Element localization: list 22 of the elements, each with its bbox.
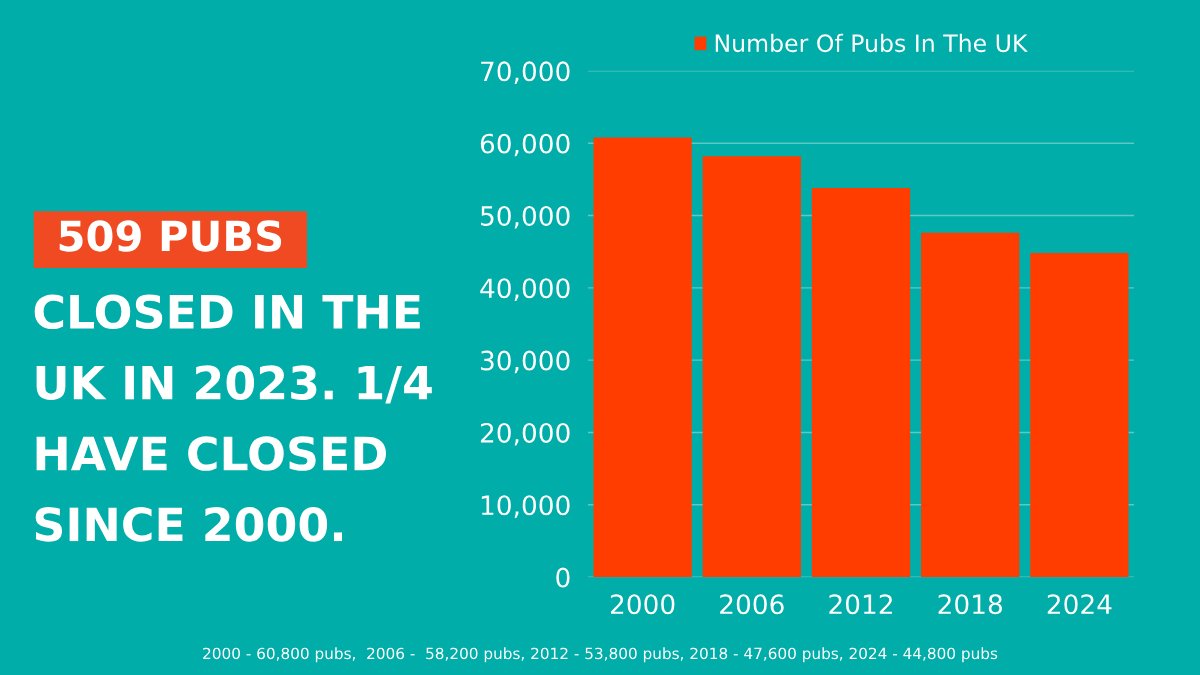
bar (811, 188, 911, 578)
x-tick-label: 2000 (610, 594, 675, 615)
x-tick-label: 2012 (829, 594, 892, 615)
x-tick-label: 2024 (1047, 594, 1112, 615)
y-tick-label: 60,000 (480, 133, 570, 157)
y-tick-label: 50,000 (481, 205, 570, 229)
y-tick-label: 20,000 (480, 422, 570, 446)
text: 2000 - 60,800 pubs, 2006 - 58,200 pubs, 2012 - 53,800 pubs, 2018 - 47,600 pubs, 2024 - 44,800 pubs (203, 647, 998, 663)
y-tick-label: 10,000 (481, 495, 570, 518)
bar (593, 137, 692, 578)
legend-label: Number Of Pubs In The UK (715, 33, 1028, 53)
y-tick-label: 70,000 (481, 61, 570, 84)
bar (702, 156, 801, 578)
x-tick-label: 2018 (938, 594, 1002, 615)
x-tick-label: 2006 (720, 594, 784, 615)
bar (1030, 253, 1129, 578)
text: CLOSED IN THE UK IN 2023. 1/4 HAVE CLOSED SINCE 2000. (34, 294, 432, 542)
y-tick-label: 0 (556, 567, 570, 588)
text: 509 PUBS (59, 220, 282, 252)
y-tick-label: 40,000 (480, 278, 570, 301)
y-tick-label: 30,000 (481, 350, 570, 374)
bar (921, 232, 1020, 578)
